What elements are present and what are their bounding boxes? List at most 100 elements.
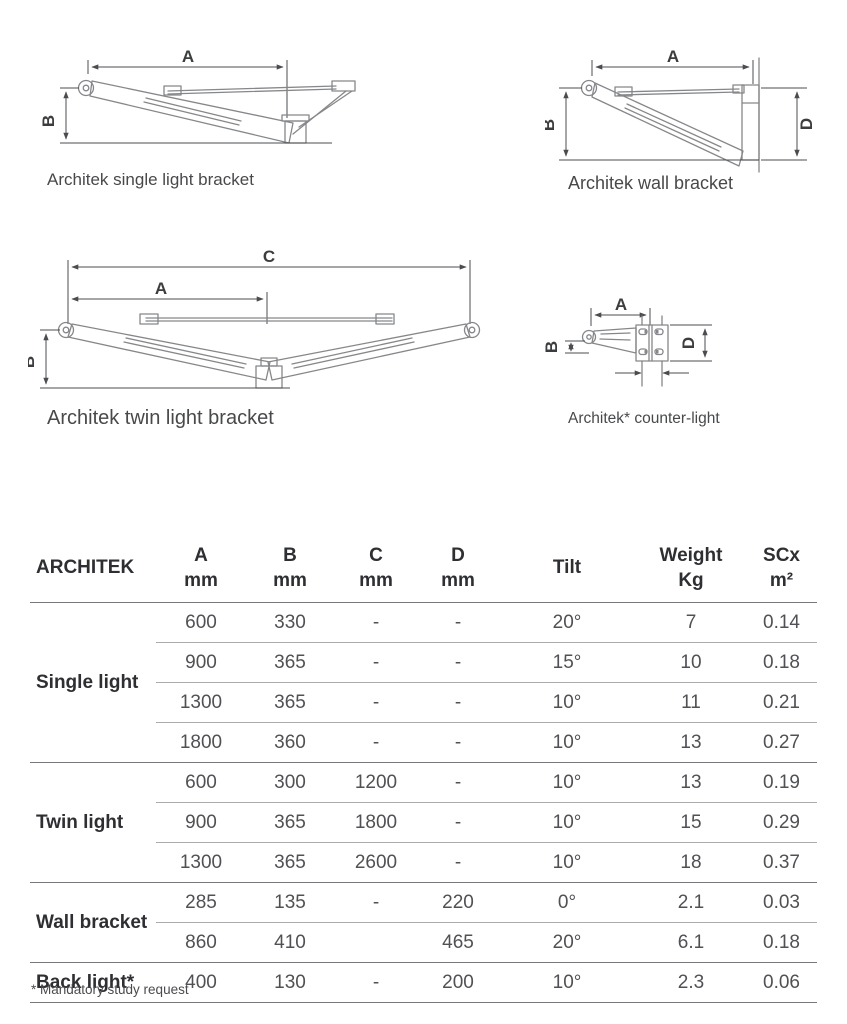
dimension-b: B: [40, 87, 332, 144]
table-row: 900 365 - - 15° 10 0.18: [30, 642, 817, 683]
cell-d: 220: [418, 882, 498, 923]
cell-a: 600: [156, 762, 246, 803]
caption-single-light: Architek single light bracket: [47, 170, 254, 189]
cell-b: 365: [246, 842, 334, 883]
cell-d: -: [418, 762, 498, 803]
cell-c: -: [334, 962, 418, 1004]
cell-c: [334, 922, 418, 963]
dim-label-a: A: [667, 47, 679, 66]
cell-d: -: [418, 802, 498, 843]
cell-weight: 10: [636, 642, 746, 683]
cell-b: 360: [246, 722, 334, 763]
dimension-b: B: [545, 340, 589, 354]
bracket-drawing: [580, 57, 760, 173]
dimension-a: A: [590, 295, 651, 326]
table-row: 860 410 465 20° 6.1 0.18: [30, 922, 817, 963]
dim-label-b: B: [545, 119, 558, 131]
cell-a: 900: [156, 642, 246, 683]
dimension-b: B: [545, 87, 759, 161]
cell-tilt: 10°: [498, 842, 636, 883]
col-header-weight: Weight Kg: [636, 534, 746, 604]
cell-a: 1300: [156, 682, 246, 723]
cell-weight: 2.1: [636, 882, 746, 923]
cell-c: 2600: [334, 842, 418, 883]
dimension-a: A: [71, 279, 268, 324]
dim-label-a: A: [182, 47, 194, 66]
twin-light-bracket-diagram: C A B: [28, 247, 481, 389]
dim-label-a: A: [155, 279, 167, 298]
dim-label-b: B: [28, 356, 38, 368]
col-header-tilt: Tilt: [498, 534, 636, 604]
cell-weight: 15: [636, 802, 746, 843]
footnote: * Mandatory study request: [31, 982, 189, 997]
cell-tilt: 20°: [498, 602, 636, 643]
cell-scx: 0.27: [746, 722, 817, 763]
cell-c: -: [334, 602, 418, 643]
cell-a: 400: [156, 962, 246, 1004]
cell-tilt: 10°: [498, 722, 636, 763]
cell-tilt: 15°: [498, 642, 636, 683]
cell-scx: 0.19: [746, 762, 817, 803]
dimension-d: D: [761, 87, 816, 161]
cell-b: 130: [246, 962, 334, 1004]
table-row: Single light 600 330 - - 20° 7 0.14: [30, 602, 817, 763]
cell-weight: 7: [636, 602, 746, 643]
cell-tilt: 10°: [498, 802, 636, 843]
cell-a: 1800: [156, 722, 246, 763]
dimension-a: A: [591, 47, 754, 84]
dimension-b: B: [28, 329, 290, 389]
cell-scx: 0.03: [746, 882, 817, 923]
table-row: Twin light 600 300 1200 - 10° 13 0.19: [30, 762, 817, 883]
cell-c: -: [334, 722, 418, 763]
cell-scx: 0.06: [746, 962, 817, 1004]
cell-b: 410: [246, 922, 334, 963]
cell-weight: 13: [636, 722, 746, 763]
table-row: 900 365 1800 - 10° 15 0.29: [30, 802, 817, 843]
dim-label-c: C: [263, 247, 275, 266]
cell-scx: 0.21: [746, 682, 817, 723]
bracket-drawing: [77, 79, 356, 144]
cell-a: 285: [156, 882, 246, 923]
cell-weight: 11: [636, 682, 746, 723]
cell-b: 365: [246, 642, 334, 683]
group-twin-light: Twin light 600 300 1200 - 10° 13 0.19 90…: [30, 762, 817, 883]
dim-label-b: B: [545, 341, 561, 353]
group-single-light: Single light 600 330 - - 20° 7 0.14 900 …: [30, 602, 817, 763]
cell-d: 200: [418, 962, 498, 1004]
table-row: 1300 365 - - 10° 11 0.21: [30, 682, 817, 723]
cell-c: -: [334, 882, 418, 923]
wall-bracket-diagram: A B D: [545, 47, 816, 173]
group-back-light: Back light* 400 130 - 200 10° 2.3 0.06: [30, 962, 817, 1004]
table-row: 1300 365 2600 - 10° 18 0.37: [30, 842, 817, 883]
cell-weight: 13: [636, 762, 746, 803]
cell-tilt: 10°: [498, 962, 636, 1004]
cell-tilt: 10°: [498, 762, 636, 803]
group-wall-bracket: Wall bracket 285 135 - 220 0° 2.1 0.03 8…: [30, 882, 817, 963]
cell-b: 300: [246, 762, 334, 803]
table-row: Wall bracket 285 135 - 220 0° 2.1 0.03: [30, 882, 817, 963]
cell-d: 465: [418, 922, 498, 963]
dim-label-d: D: [679, 337, 698, 349]
cell-c: 1800: [334, 802, 418, 843]
group-label-twin-light: Twin light: [30, 762, 156, 883]
single-light-bracket-diagram: A B: [40, 47, 356, 144]
bracket-drawing: [57, 313, 481, 389]
cell-d: -: [418, 722, 498, 763]
cell-weight: 2.3: [636, 962, 746, 1004]
dimension-c: C: [67, 247, 471, 324]
cell-c: 1200: [334, 762, 418, 803]
dimension-a: A: [87, 47, 288, 118]
cell-tilt: 20°: [498, 922, 636, 963]
caption-wall-bracket: Architek wall bracket: [568, 173, 734, 193]
dim-label-d: D: [797, 118, 816, 130]
cell-c: -: [334, 642, 418, 683]
cell-c: -: [334, 682, 418, 723]
caption-twin-light: Architek twin light bracket: [47, 407, 274, 429]
bracket-drawing: [581, 315, 669, 387]
